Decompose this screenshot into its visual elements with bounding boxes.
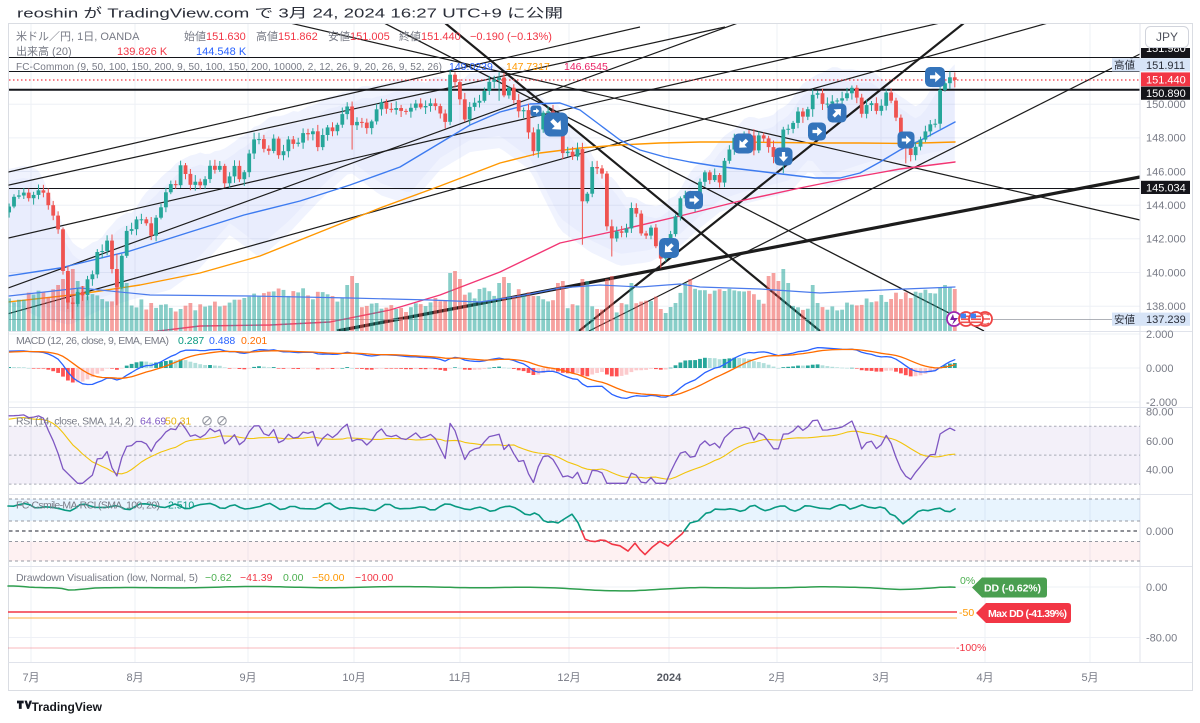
svg-text:145.034: 145.034 xyxy=(1146,182,1186,194)
svg-text:米ドル／円, 1日, OANDA: 米ドル／円, 1日, OANDA xyxy=(16,30,140,43)
svg-text:0%: 0% xyxy=(960,575,975,587)
svg-text:−50.00: −50.00 xyxy=(312,572,345,584)
svg-text:0.00: 0.00 xyxy=(283,572,304,584)
svg-text:DD (-0.62%): DD (-0.62%) xyxy=(984,583,1041,595)
svg-text:12月: 12月 xyxy=(557,672,580,684)
svg-text:-100%: -100% xyxy=(956,642,986,654)
svg-text:50.31: 50.31 xyxy=(165,416,191,428)
svg-text:142.000: 142.000 xyxy=(1146,234,1186,246)
svg-text:7月: 7月 xyxy=(22,672,39,684)
svg-text:0.00: 0.00 xyxy=(1146,582,1167,594)
svg-text:151.911: 151.911 xyxy=(1146,60,1185,72)
svg-text:144.000: 144.000 xyxy=(1146,200,1186,212)
svg-text:5月: 5月 xyxy=(1081,672,1098,684)
svg-text:64.69: 64.69 xyxy=(140,416,166,428)
svg-text:151.980: 151.980 xyxy=(1146,43,1186,55)
svg-text:−0.190 (−0.13%): −0.190 (−0.13%) xyxy=(470,31,552,43)
svg-text:2.510: 2.510 xyxy=(168,500,194,512)
svg-text:MACD (12, 26, close, 9, EMA, E: MACD (12, 26, close, 9, EMA, EMA) xyxy=(16,335,169,347)
svg-text:出来高 (20): 出来高 (20) xyxy=(16,44,72,58)
svg-text:2月: 2月 xyxy=(768,672,785,684)
svg-text:RSI (14, close, SMA, 14, 2): RSI (14, close, SMA, 14, 2) xyxy=(16,416,134,428)
svg-text:144.548 K: 144.548 K xyxy=(196,46,247,58)
svg-text:2024: 2024 xyxy=(657,672,682,684)
svg-text:始値: 始値 xyxy=(184,29,206,43)
svg-text:3月: 3月 xyxy=(872,672,889,684)
svg-text:137.239: 137.239 xyxy=(1146,314,1186,326)
svg-text:60.00: 60.00 xyxy=(1146,436,1174,448)
svg-text:9月: 9月 xyxy=(239,672,256,684)
svg-text:146.000: 146.000 xyxy=(1146,166,1186,178)
svg-text:FC-Common (9, 50, 100, 150, 20: FC-Common (9, 50, 100, 150, 200, 9, 50, … xyxy=(16,62,442,73)
svg-text:148.000: 148.000 xyxy=(1146,133,1186,145)
svg-text:-50: -50 xyxy=(959,607,974,619)
svg-text:安値: 安値 xyxy=(1114,313,1136,326)
svg-text:146.6545: 146.6545 xyxy=(564,61,608,73)
svg-text:reoshin が TradingView.com で 3月: reoshin が TradingView.com で 3月 24, 2024 … xyxy=(17,6,563,21)
svg-text:147.7317: 147.7317 xyxy=(506,61,550,73)
svg-text:139.826 K: 139.826 K xyxy=(117,46,168,58)
svg-text:JPY: JPY xyxy=(1156,30,1178,44)
svg-text:40.00: 40.00 xyxy=(1146,464,1174,476)
svg-text:高値: 高値 xyxy=(256,29,278,43)
svg-text:150.000: 150.000 xyxy=(1146,99,1186,111)
svg-text:151.630: 151.630 xyxy=(206,31,246,43)
svg-text:151.440: 151.440 xyxy=(421,31,461,43)
svg-text:-80.00: -80.00 xyxy=(1146,632,1177,644)
svg-text:0.201: 0.201 xyxy=(241,335,267,347)
svg-text:-2.000: -2.000 xyxy=(1146,397,1177,409)
svg-text:10月: 10月 xyxy=(342,672,365,684)
svg-text:Drawdown Visualisation (low, N: Drawdown Visualisation (low, Normal, 5) xyxy=(16,572,198,584)
svg-text:終値: 終値 xyxy=(399,29,421,43)
svg-text:FC-Csmile-MA-RCI (SMA, 100, 20: FC-Csmile-MA-RCI (SMA, 100, 20) xyxy=(16,500,160,512)
svg-text:140.000: 140.000 xyxy=(1146,267,1186,279)
svg-text:149.0239: 149.0239 xyxy=(449,61,493,73)
svg-text:0.000: 0.000 xyxy=(1146,363,1174,375)
svg-text:138.000: 138.000 xyxy=(1146,301,1186,313)
svg-text:151.440: 151.440 xyxy=(1146,74,1186,86)
svg-text:151.005: 151.005 xyxy=(350,31,390,43)
svg-text:0.287: 0.287 xyxy=(178,335,204,347)
svg-text:2.000: 2.000 xyxy=(1146,329,1174,341)
svg-text:高値: 高値 xyxy=(1114,59,1136,72)
svg-text:8月: 8月 xyxy=(126,672,143,684)
svg-text:TradingView: TradingView xyxy=(32,700,103,714)
svg-text:安値: 安値 xyxy=(328,29,350,43)
svg-text:151.862: 151.862 xyxy=(278,31,318,43)
svg-text:11月: 11月 xyxy=(449,672,471,684)
svg-text:80.00: 80.00 xyxy=(1146,407,1174,419)
svg-text:0.000: 0.000 xyxy=(1146,526,1174,538)
svg-text:−0.62: −0.62 xyxy=(205,572,232,584)
svg-text:4月: 4月 xyxy=(976,672,993,684)
svg-text:Max DD (-41.39%): Max DD (-41.39%) xyxy=(988,608,1067,620)
svg-text:150.890: 150.890 xyxy=(1146,88,1186,100)
svg-text:−100.00: −100.00 xyxy=(355,572,393,584)
svg-text:0.488: 0.488 xyxy=(209,335,235,347)
svg-text:−41.39: −41.39 xyxy=(240,572,273,584)
